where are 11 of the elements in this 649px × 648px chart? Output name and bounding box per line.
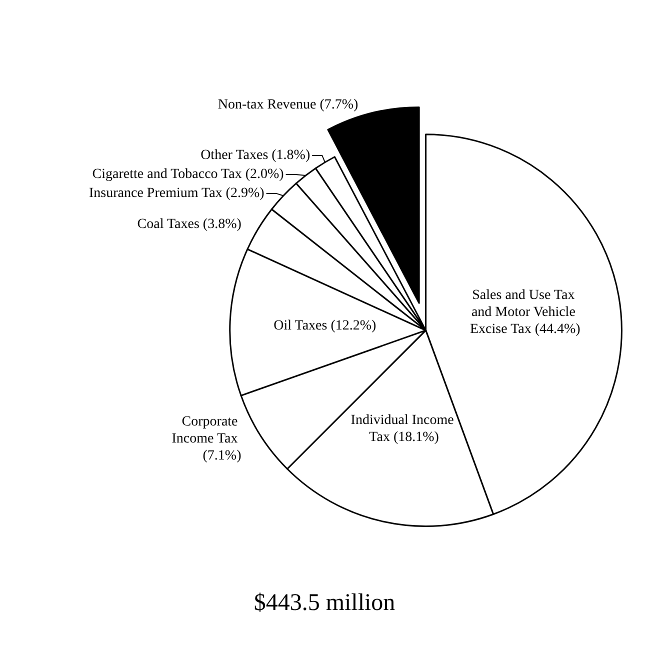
text: $443.5 million <box>254 590 396 616</box>
slice-label: Individual Income Tax (18.1%) <box>350 412 458 445</box>
slice-label: Insurance Premium Tax (2.9%) <box>89 186 265 201</box>
slice-label: Coal Taxes (3.8%) <box>137 216 242 232</box>
slice-label: Sales and Use Tax and Motor Vehicle Excise Tax (44.4%) <box>470 288 581 338</box>
slice-label: Non-tax Revenue (7.7%) <box>218 98 359 113</box>
slice-label: Cigarette and Tobacco Tax (2.0%) <box>92 166 284 182</box>
slice-label: Oil Taxes (12.2%) <box>274 318 377 334</box>
slice-label: Other Taxes (1.8%) <box>200 148 310 163</box>
slice-label: Corporate Income Tax <box>172 414 242 447</box>
data-label: (7.1%) <box>202 448 242 464</box>
